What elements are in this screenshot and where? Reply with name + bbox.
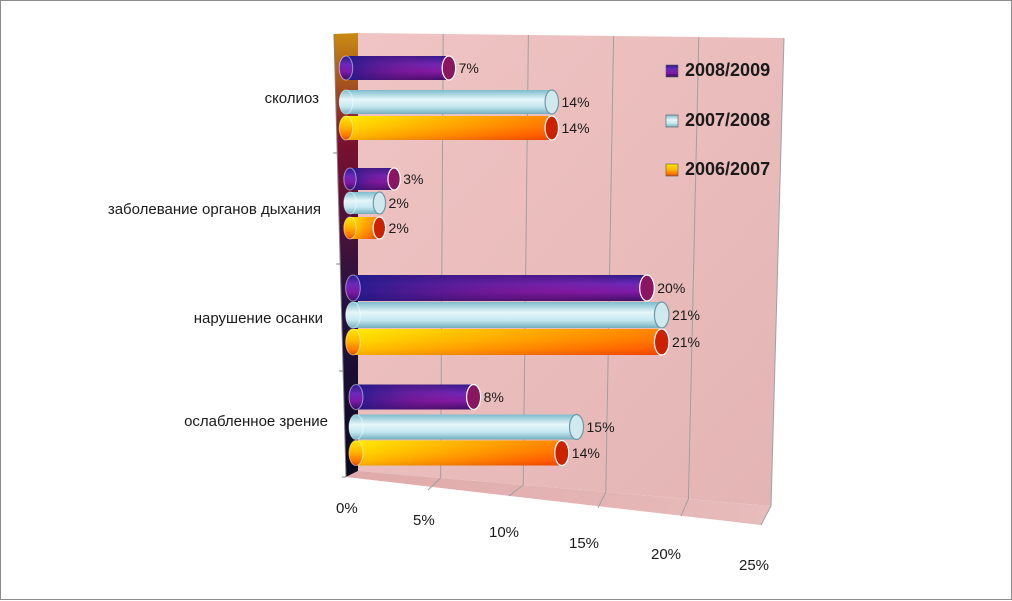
data-label: 21% xyxy=(672,334,700,350)
bars: 7% 14% 14% 3% 2% 2% 20% 21% 21% 8% 15% 14% xyxy=(338,55,700,467)
gridline xyxy=(605,35,615,493)
data-label: 7% xyxy=(459,60,479,76)
x-tick-label: 25% xyxy=(739,557,769,574)
bar-end-cap xyxy=(441,55,457,81)
bar: 21% xyxy=(345,328,700,356)
bar-base-cap xyxy=(345,328,361,356)
category-label: сколиоз xyxy=(265,90,320,107)
gridline xyxy=(770,37,785,507)
bar-end-cap xyxy=(544,115,560,141)
bar-shade xyxy=(350,217,380,239)
data-label: 20% xyxy=(657,280,685,296)
x-axis: 0% 5% 10% 15% 20% 25% xyxy=(336,500,769,574)
category-axis-line xyxy=(333,33,347,478)
bar-shade xyxy=(356,414,577,440)
bar-shade xyxy=(346,90,552,114)
bar-end-cap xyxy=(372,191,387,215)
legend-item: 2006/2007 xyxy=(665,159,770,179)
bar-shade xyxy=(353,329,662,355)
bar-base-cap xyxy=(345,274,361,302)
x-tick-label: 20% xyxy=(651,546,681,563)
bar-base-cap xyxy=(348,384,364,410)
bar: 14% xyxy=(338,89,590,115)
bar: 3% xyxy=(343,167,423,191)
floor-gridline xyxy=(427,477,441,491)
category-axis xyxy=(333,33,347,478)
bar-end-cap xyxy=(554,439,570,467)
bar-shade xyxy=(346,116,552,140)
side-wall xyxy=(334,33,358,477)
bar-base-cap xyxy=(338,89,354,115)
data-label: 8% xyxy=(484,389,504,405)
bar-base-cap xyxy=(343,167,357,191)
bar-shade xyxy=(356,384,474,410)
bar: 20% xyxy=(345,274,685,302)
legend-item: 2008/2009 xyxy=(665,60,770,80)
bar: 14% xyxy=(338,115,590,141)
x-tick-label: 15% xyxy=(569,535,599,552)
bar-end-cap xyxy=(466,383,482,411)
bar-end-cap xyxy=(372,216,387,240)
x-tick-label: 0% xyxy=(336,500,358,517)
bar-base-cap xyxy=(348,414,364,440)
category-labels: сколиоз заболевание органов дыхания наруше… xyxy=(108,90,328,430)
bar: 2% xyxy=(343,216,409,240)
bar-shade xyxy=(353,275,647,301)
category-label: ослабленное зрение xyxy=(184,413,328,430)
bar-shade xyxy=(350,168,395,190)
data-label: 14% xyxy=(562,94,590,110)
data-label: 21% xyxy=(672,307,700,323)
x-tick-label: 10% xyxy=(489,524,519,541)
data-label: 2% xyxy=(389,220,409,236)
bar: 2% xyxy=(343,191,409,215)
bar-base-cap xyxy=(343,191,357,215)
legend-swatch xyxy=(665,64,679,78)
bar-base-cap xyxy=(338,55,354,81)
floor-gridline xyxy=(597,491,607,509)
x-tick-label: 5% xyxy=(413,512,435,529)
bar: 7% xyxy=(338,55,479,81)
category-label: нарушение осанки xyxy=(194,310,323,327)
bar-shade xyxy=(346,56,449,80)
legend: 2008/2009 2007/2008 2006/2007 xyxy=(665,60,770,179)
floor-gridline xyxy=(508,484,524,497)
bar-end-cap xyxy=(544,89,560,115)
legend-label: 2006/2007 xyxy=(685,159,770,179)
bar-base-cap xyxy=(348,440,364,466)
legend-label: 2007/2008 xyxy=(685,110,770,130)
data-label: 14% xyxy=(572,445,600,461)
bar: 21% xyxy=(345,301,700,329)
data-label: 14% xyxy=(562,120,590,136)
bar: 15% xyxy=(348,413,615,441)
legend-item: 2007/2008 xyxy=(665,110,770,130)
bar-shade xyxy=(356,440,562,466)
bar-end-cap xyxy=(639,274,655,302)
category-label: заболевание органов дыхания xyxy=(108,201,321,218)
legend-swatch xyxy=(665,163,679,177)
bar-shade xyxy=(353,302,662,328)
bar-base-cap xyxy=(343,216,357,240)
bar-end-cap xyxy=(568,413,585,441)
bar-base-cap xyxy=(345,301,361,329)
bar-base-cap xyxy=(338,115,354,141)
bar-end-cap xyxy=(653,301,670,329)
floor xyxy=(346,471,771,525)
data-label: 15% xyxy=(587,419,615,435)
floor-gridline xyxy=(680,498,689,517)
legend-swatch xyxy=(665,114,679,128)
bar-shade xyxy=(350,192,380,214)
floor-gridline xyxy=(760,505,772,526)
legend-label: 2008/2009 xyxy=(685,60,770,80)
bar-end-cap xyxy=(387,167,401,191)
bar: 8% xyxy=(348,383,504,411)
bar-end-cap xyxy=(653,328,670,356)
bar: 14% xyxy=(348,439,600,467)
gridline xyxy=(687,36,700,500)
data-label: 2% xyxy=(389,195,409,211)
data-label: 3% xyxy=(403,171,423,187)
